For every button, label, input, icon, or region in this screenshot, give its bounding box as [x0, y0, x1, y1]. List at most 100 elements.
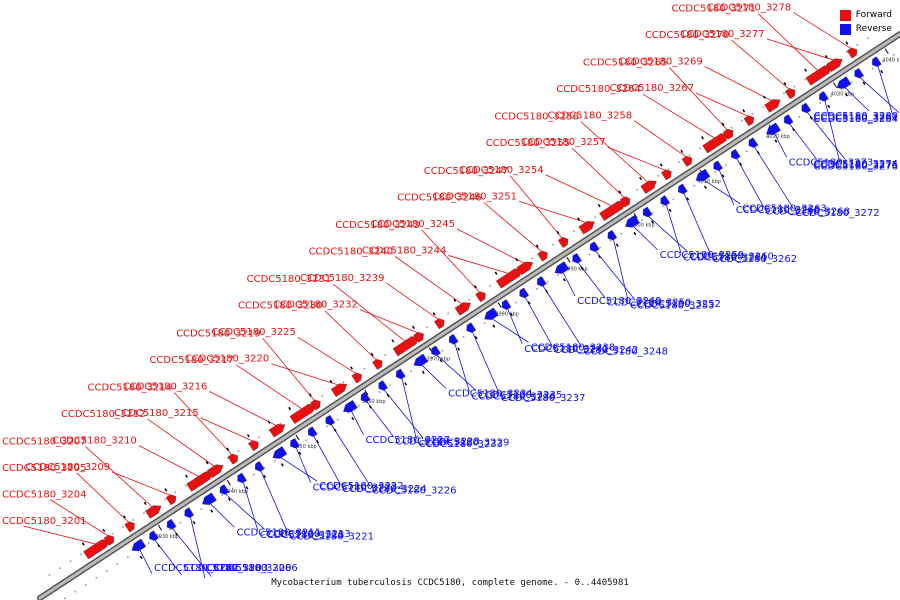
reverse-gene-ccdc5180-3211[interactable]: [202, 492, 217, 505]
forward-gene-ccdc5180-3232[interactable]: [413, 331, 424, 343]
forward-gene-ccdc5180-3205[interactable]: [124, 521, 135, 533]
forward-gene-ccdc5180-3207[interactable]: [145, 505, 162, 519]
reverse-gene-ccdc5180-3252[interactable]: [589, 241, 600, 252]
reverse-gene-ccdc5180-3208[interactable]: [184, 507, 195, 518]
reverse-gene-ccdc5180-3273[interactable]: [766, 122, 781, 135]
forward-gene-ccdc5180-3212[interactable]: [206, 464, 224, 479]
guide-dot: [389, 384, 391, 386]
feature-marker: [598, 255, 602, 259]
reverse-gene-ccdc5180-3206[interactable]: [166, 518, 177, 530]
forward-gene-ccdc5180-3277[interactable]: [826, 58, 843, 73]
forward-gene-ccdc5180-3216[interactable]: [268, 424, 286, 438]
forward-gene-ccdc5180-3214[interactable]: [227, 453, 238, 465]
reverse-gene-ccdc5180-3218[interactable]: [237, 472, 247, 484]
reverse-gene-ccdc5180-3202[interactable]: [131, 538, 147, 552]
forward-gene-ccdc5180-3225[interactable]: [351, 372, 362, 384]
forward-gene-ccdc5180-3215[interactable]: [248, 440, 259, 452]
reverse-gene-ccdc5180-3235[interactable]: [431, 345, 441, 356]
scale-tick-label: 3990 kbp: [564, 266, 588, 272]
reverse-gene-ccdc5180-3236[interactable]: [448, 333, 459, 345]
reverse-gene-ccdc5180-3226[interactable]: [325, 414, 336, 426]
reverse-gene-ccdc5180-3266[interactable]: [713, 160, 723, 171]
reverse-gene-ccdc5180-3248[interactable]: [537, 276, 547, 287]
forward-gene-ccdc5180-3245[interactable]: [516, 261, 533, 276]
reverse-gene-ccdc5180-3237[interactable]: [466, 322, 477, 333]
reverse-gene-ccdc5180-3268[interactable]: [731, 148, 741, 160]
feature-marker: [827, 104, 831, 109]
feature-marker: [81, 542, 85, 546]
reverse-gene-ccdc5180-3241[interactable]: [501, 299, 512, 310]
guide-dot: [515, 301, 517, 304]
reverse-gene-ccdc5180-3224[interactable]: [307, 426, 318, 437]
reverse-gene-ccdc5180-3261[interactable]: [660, 195, 671, 206]
reverse-gene-ccdc5180-3250[interactable]: [572, 252, 582, 264]
forward-gene-ccdc5180-3230[interactable]: [372, 359, 383, 370]
forward-leader-line: [793, 11, 852, 49]
forward-gene-ccdc5180-3220[interactable]: [330, 383, 348, 397]
reverse-gene-ccdc5180-3223[interactable]: [290, 437, 300, 449]
feature-marker: [633, 231, 637, 236]
reverse-gene-label: CCDC5180_3234: [448, 389, 533, 400]
reverse-gene-label: CCDC5180_3203: [184, 563, 269, 574]
forward-gene-ccdc5180-3247[interactable]: [557, 237, 569, 249]
reverse-leader-line: [313, 436, 341, 485]
reverse-gene-ccdc5180-3233[interactable]: [396, 368, 406, 380]
guide-dot: [819, 102, 822, 104]
reverse-gene-ccdc5180-3276[interactable]: [819, 91, 829, 102]
reverse-gene-ccdc5180-3228[interactable]: [360, 391, 371, 403]
scale-tick-label: 3970 kbp: [426, 357, 450, 363]
forward-gene-ccdc5180-3209[interactable]: [165, 494, 177, 506]
reverse-gene-ccdc5180-3260[interactable]: [642, 206, 653, 218]
forward-gene-ccdc5180-3258[interactable]: [681, 155, 693, 167]
forward-gene-ccdc5180-3255[interactable]: [619, 196, 631, 208]
forward-gene-ccdc5180-3278[interactable]: [846, 47, 858, 59]
forward-gene-ccdc5180-3240[interactable]: [454, 302, 471, 316]
guide-dot: [48, 574, 51, 576]
forward-gene-ccdc5180-3246[interactable]: [537, 250, 548, 262]
reverse-gene-ccdc5180-3259[interactable]: [625, 214, 640, 228]
reverse-gene-ccdc5180-3253[interactable]: [607, 229, 618, 241]
feature-marker: [123, 515, 126, 519]
forward-leader-line: [456, 228, 524, 264]
feature-marker: [844, 93, 848, 97]
reverse-gene-ccdc5180-3280[interactable]: [836, 76, 852, 89]
forward-gene-ccdc5180-3243[interactable]: [475, 291, 486, 303]
feature-marker: [804, 68, 808, 72]
reverse-gene-ccdc5180-3281[interactable]: [854, 67, 864, 79]
reverse-gene-ccdc5180-3274[interactable]: [783, 114, 794, 125]
forward-gene-ccdc5180-3270[interactable]: [784, 88, 796, 100]
reverse-gene-ccdc5180-3229[interactable]: [378, 380, 388, 391]
feature-marker: [139, 555, 143, 559]
forward-gene-ccdc5180-3251[interactable]: [578, 221, 595, 235]
reverse-gene-label: CCDC5180_3260: [689, 251, 774, 262]
reverse-gene-label: CCDC5180_3238: [531, 342, 616, 353]
forward-gene-ccdc5180-3257[interactable]: [661, 169, 672, 181]
forward-gene-ccdc5180-3256[interactable]: [640, 180, 657, 194]
reverse-gene-ccdc5180-3227[interactable]: [343, 399, 358, 413]
forward-gene-ccdc5180-3267[interactable]: [743, 115, 754, 127]
feature-marker: [457, 347, 461, 351]
forward-gene-ccdc5180-3204[interactable]: [103, 534, 115, 546]
reverse-gene-ccdc5180-3203[interactable]: [149, 530, 159, 541]
forward-leader-line: [483, 202, 542, 252]
reverse-gene-ccdc5180-3249[interactable]: [554, 261, 570, 274]
reverse-gene-ccdc5180-3221[interactable]: [255, 461, 265, 472]
reverse-gene-ccdc5180-3234[interactable]: [413, 353, 429, 367]
forward-gene-ccdc5180-3269[interactable]: [764, 99, 781, 113]
reverse-gene-ccdc5180-3284[interactable]: [872, 56, 882, 67]
reverse-gene-ccdc5180-3263[interactable]: [695, 168, 711, 182]
guide-dot: [206, 471, 208, 473]
forward-gene-ccdc5180-3239[interactable]: [434, 318, 445, 330]
feature-marker: [164, 488, 168, 492]
reverse-gene-ccdc5180-3275[interactable]: [801, 102, 812, 114]
reverse-gene-ccdc5180-3242[interactable]: [519, 287, 530, 299]
reverse-gene-ccdc5180-3213[interactable]: [219, 484, 230, 495]
forward-gene-label: CCDC5180_3278: [707, 2, 792, 13]
forward-gene-ccdc5180-3219[interactable]: [310, 399, 321, 411]
reverse-gene-ccdc5180-3222[interactable]: [272, 446, 288, 459]
forward-leader-line: [112, 471, 170, 496]
forward-gene-ccdc5180-3265[interactable]: [722, 128, 734, 140]
reverse-gene-ccdc5180-3272[interactable]: [748, 137, 759, 148]
reverse-gene-ccdc5180-3238[interactable]: [484, 307, 499, 320]
reverse-gene-ccdc5180-3262[interactable]: [678, 183, 688, 195]
